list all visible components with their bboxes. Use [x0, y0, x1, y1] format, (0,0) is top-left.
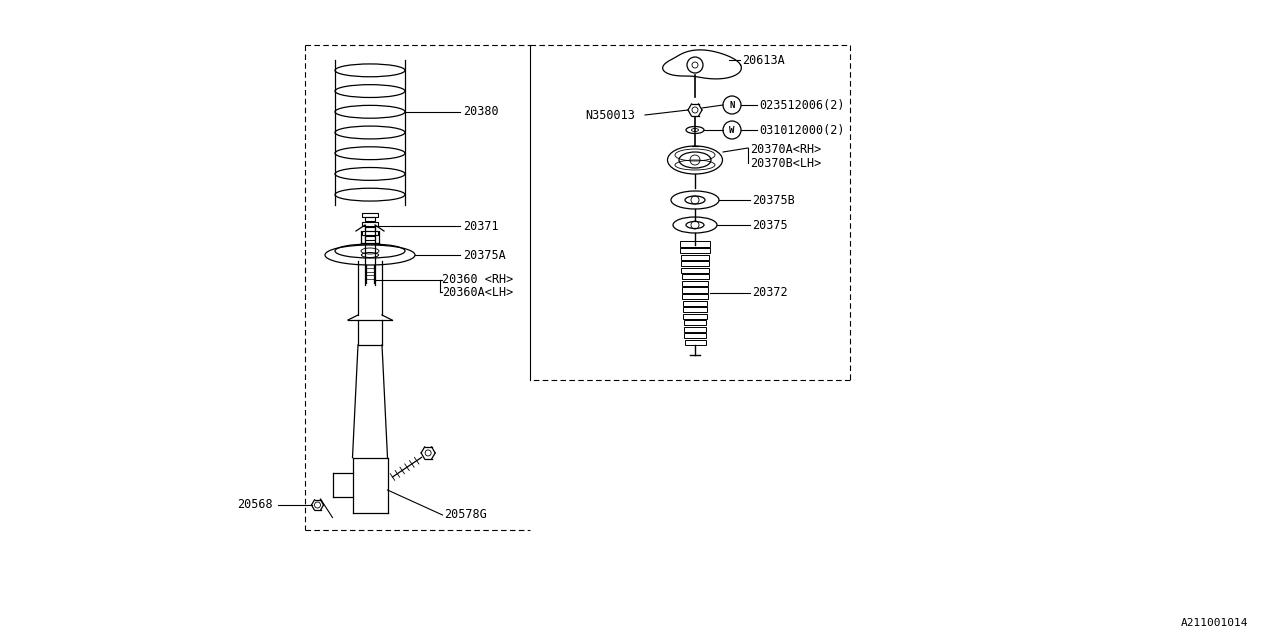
- Text: 20375: 20375: [753, 218, 787, 232]
- Text: N: N: [730, 100, 735, 109]
- Bar: [684, 327, 707, 332]
- Bar: [681, 255, 709, 260]
- Bar: [682, 281, 708, 286]
- Bar: [362, 222, 378, 226]
- Text: 20375A: 20375A: [463, 248, 506, 262]
- Bar: [681, 268, 709, 273]
- Bar: [682, 287, 708, 292]
- Text: 031012000(2): 031012000(2): [759, 124, 845, 136]
- Text: 023512006(2): 023512006(2): [759, 99, 845, 111]
- Bar: [362, 232, 378, 236]
- Text: 20613A: 20613A: [742, 54, 785, 67]
- Bar: [685, 340, 705, 345]
- Bar: [365, 218, 375, 221]
- Bar: [365, 227, 375, 230]
- Text: 20370A<RH>: 20370A<RH>: [750, 143, 822, 156]
- Bar: [685, 333, 705, 339]
- Bar: [682, 301, 708, 306]
- Text: 20380: 20380: [463, 106, 499, 118]
- Bar: [681, 261, 709, 266]
- Bar: [365, 236, 375, 240]
- Text: 20372: 20372: [753, 286, 787, 299]
- Bar: [684, 320, 707, 325]
- Text: 20371: 20371: [463, 220, 499, 232]
- Bar: [362, 212, 378, 217]
- Text: 20360A<LH>: 20360A<LH>: [442, 285, 513, 298]
- Text: 20370B<LH>: 20370B<LH>: [750, 157, 822, 170]
- Text: 20375B: 20375B: [753, 193, 795, 207]
- Bar: [681, 275, 709, 280]
- Bar: [680, 248, 709, 253]
- Bar: [684, 307, 707, 312]
- Text: A211001014: A211001014: [1180, 618, 1248, 628]
- Bar: [680, 241, 710, 246]
- Text: W: W: [730, 125, 735, 134]
- Text: 20568: 20568: [238, 499, 273, 511]
- Text: N350013: N350013: [585, 109, 635, 122]
- Text: 20360 <RH>: 20360 <RH>: [442, 273, 513, 285]
- Bar: [682, 294, 708, 299]
- Bar: [684, 314, 707, 319]
- Text: 20578G: 20578G: [444, 509, 488, 522]
